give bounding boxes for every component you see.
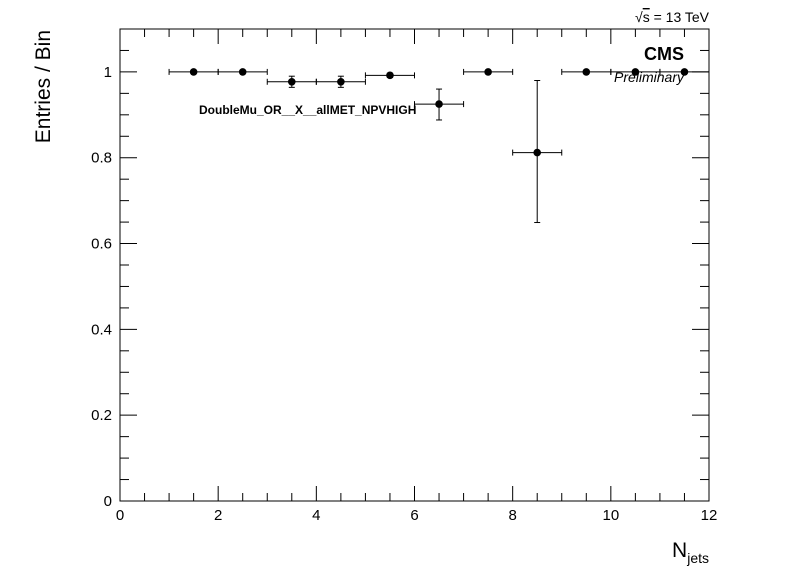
x-tick-label: 0 [116,507,124,524]
selection-label: DoubleMu_OR__X__allMET_NPVHIGH [199,103,416,117]
data-point [168,68,219,76]
y-tick-label: 0.8 [91,150,112,167]
data-point [414,88,465,121]
energy-s: s [643,9,650,25]
data-point [561,68,612,76]
energy-value: = 13 TeV [650,9,710,25]
data-point [512,79,563,224]
data-points [168,68,710,224]
data-point [364,71,415,80]
y-axis-title: Entries / Bin [32,30,55,143]
x-tick-label: 2 [214,507,222,524]
energy-sqrt-sign: √ [635,9,643,25]
data-marker [582,68,591,76]
data-marker [337,77,345,86]
preliminary-label: Preliminary [614,69,685,85]
energy-label: √s = 13 TeV [635,9,710,25]
y-tick-label: 0.4 [91,321,112,338]
y-tick-labels: 0 0.2 0.4 0.6 0.8 1 [91,64,112,510]
x-tick-label: 6 [410,507,418,524]
y-tick-label: 0 [104,493,112,510]
cms-label: CMS [644,44,684,64]
data-point [315,75,366,88]
y-tick-label: 0.2 [91,407,112,424]
x-axis-title: Njets [672,539,709,566]
data-marker [238,68,247,76]
x-axis-title-sub: jets [686,550,709,566]
x-tick-label: 12 [701,507,718,524]
plot-frame [119,28,710,502]
data-marker [484,68,492,76]
data-point [659,68,710,76]
y-tick-label: 0.6 [91,236,112,253]
data-marker [189,68,198,76]
x-tick-label: 8 [508,507,516,524]
x-tick-label: 10 [602,507,619,524]
data-marker [435,100,443,108]
data-point [266,75,317,88]
data-point [217,68,268,76]
data-marker [631,68,640,76]
x-tick-labels: 0 2 4 6 8 10 12 [116,507,718,524]
data-point [463,68,514,76]
data-marker [287,77,296,86]
data-marker [533,148,542,157]
data-marker [680,68,689,76]
data-marker [386,71,394,80]
y-tick-label: 1 [104,64,112,81]
axis-ticks [119,28,710,502]
x-axis-title-main: N [672,539,687,562]
x-tick-label: 4 [312,507,320,524]
